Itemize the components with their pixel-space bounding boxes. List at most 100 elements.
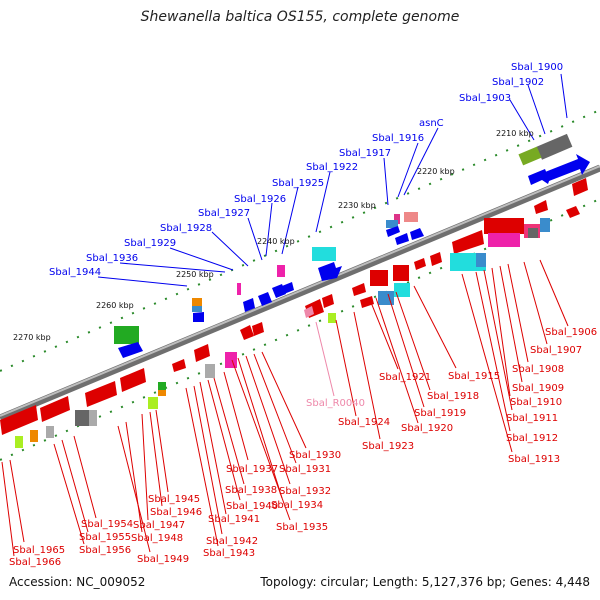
gene-block-sbal-1936a: [192, 298, 202, 306]
leader-lines-forward: [97, 73, 568, 287]
gene-arrow-r9: [452, 230, 484, 254]
gene-label-reverse: Sbal_1954: [81, 519, 133, 530]
gene-block-asnC: [404, 212, 418, 222]
gene-label-forward: Sbal_1925: [272, 178, 324, 189]
gene-arrow-sbal-1919: [410, 228, 424, 240]
gene-label-reverse: Sbal_1941: [208, 514, 260, 525]
gene-label-forward: Sbal_1944: [49, 267, 101, 278]
gene-block-r40: [46, 426, 54, 438]
gene-block-r36: [89, 410, 97, 426]
gene-arrow-sbal-1926: [258, 292, 272, 306]
gene-arrow-r34: [85, 381, 117, 407]
gene-block-sbal-1900: [536, 133, 573, 160]
gene-label-reverse: Sbal_1924: [338, 417, 390, 428]
gene-arrow-r3: [534, 200, 548, 214]
gene-block-r17: [394, 283, 410, 297]
gene-arrow-sbal-1918: [386, 226, 400, 237]
gene-label-reverse: Sbal_1949: [137, 554, 189, 565]
gene-label-reverse: Sbal_1937: [226, 464, 278, 475]
gene-label-reverse: Sbal_1930: [289, 450, 341, 461]
gene-block-r33: [148, 397, 158, 409]
gene-label-forward: Sbal_1927: [198, 208, 250, 219]
gene-block-r8: [488, 233, 520, 247]
gene-label-forward: Sbal_1926: [234, 194, 286, 205]
gene-arrow-r24: [240, 325, 254, 340]
gene-block-r39: [30, 430, 38, 442]
gene-label-reverse: Sbal_1942: [206, 536, 258, 547]
gene-block-r15: [393, 265, 409, 281]
gene-arrow-r38: [0, 405, 38, 435]
gene-label-rna: Sbal_R0040: [306, 398, 365, 409]
gene-label-forward: asnC: [419, 118, 444, 129]
gene-arrow-sbal-1936: [193, 312, 204, 322]
gene-block-r30: [158, 382, 166, 390]
gene-label-forward: Sbal_1903: [459, 93, 511, 104]
gene-block-sbal-1922: [312, 247, 336, 261]
gene-label-forward: Sbal_1929: [124, 238, 176, 249]
tick-label: 2230 kbp: [338, 201, 376, 210]
reverse-genes: [0, 178, 588, 448]
gene-block-r7: [540, 218, 550, 232]
gene-arrow-sbal-1923: [318, 262, 342, 281]
gene-block-sbal-1917: [386, 220, 398, 228]
gene-label-reverse: Sbal_1945: [148, 494, 200, 505]
gene-label-reverse: Sbal_1906: [545, 327, 597, 338]
gene-block-sbal-1902: [518, 146, 542, 166]
gene-label-reverse: Sbal_1938: [225, 485, 277, 496]
gene-label-reverse: Sbal_1965: [13, 545, 65, 556]
leader-lines-reverse: [1, 259, 569, 557]
gene-label-forward: Sbal_1900: [511, 62, 563, 73]
gene-arrow-sbal-1905: [545, 154, 590, 181]
forward-genes: [114, 133, 590, 358]
gene-label-reverse: Sbal_1908: [512, 364, 564, 375]
gene-block-r4: [484, 218, 524, 234]
gene-block-r28: [205, 364, 215, 378]
gene-label-reverse: Sbal_1935: [276, 522, 328, 533]
gene-arrow-r37: [40, 396, 70, 422]
gene-arrow-r21: [322, 294, 334, 308]
position-ticks: 2210 kbp 2220 kbp 2230 kbp 2240 kbp 2250 kbp…: [13, 129, 534, 342]
gene-block-r26: [225, 352, 237, 368]
gene-arrow-sbal-1929: [243, 298, 255, 312]
gene-arrow-r19: [360, 296, 374, 308]
gene-arrow-r22: [304, 306, 314, 318]
gene-labels-reverse: Sbal_1906 Sbal_1907 Sbal_1908 Sbal_1909 Sbal…: [9, 327, 597, 568]
gene-label-reverse: Sbal_1915: [448, 371, 500, 382]
gene-block-sbal-1930: [237, 283, 241, 295]
gene-label-reverse: Sbal_1919: [414, 408, 466, 419]
genome-backbone: [0, 164, 600, 422]
gene-block-r11: [476, 253, 486, 267]
gene-arrow-r29: [172, 359, 186, 372]
strand-guides: [0, 109, 600, 461]
gene-label-reverse: Sbal_1940: [226, 501, 278, 512]
tick-label: 2270 kbp: [13, 333, 51, 342]
gene-label-forward: Sbal_1917: [339, 148, 391, 159]
gene-block-r6: [528, 228, 538, 238]
gene-arrow-r25: [252, 322, 264, 336]
gene-label-reverse: Sbal_1923: [362, 441, 414, 452]
gene-label-reverse: Sbal_1956: [79, 545, 131, 556]
gene-block-r14: [370, 270, 388, 286]
gene-arrow-r12: [430, 252, 442, 266]
topology-text: Topology: circular; Length: 5,127,376 bp…: [260, 575, 590, 589]
tick-label: 2220 kbp: [417, 167, 455, 176]
gene-arrow-r27: [194, 344, 210, 362]
gene-label-reverse: Sbal_1966: [9, 557, 61, 568]
gene-arrow-sbal-1944b: [118, 342, 143, 358]
gene-arrow-sbal-1920: [395, 233, 409, 245]
gene-arrow-r13: [414, 258, 426, 270]
gene-label-reverse: Sbal_1943: [203, 548, 255, 559]
gene-label-reverse: Sbal_1946: [150, 507, 202, 518]
map-title: Shewanella baltica OS155, complete genom…: [140, 9, 460, 25]
gene-block-r23: [328, 313, 336, 323]
gene-block-r31: [158, 390, 166, 396]
gene-arrow-sbal-1928: [282, 282, 294, 294]
gene-label-reverse: Sbal_1907: [530, 345, 582, 356]
gene-label-reverse: Sbal_1920: [401, 423, 453, 434]
gene-label-forward: Sbal_1916: [372, 133, 424, 144]
gene-label-reverse: Sbal_1918: [427, 391, 479, 402]
gene-block-sbal-1916: [394, 214, 400, 224]
gene-arrow-r2: [566, 206, 580, 218]
gene-label-forward: Sbal_1902: [492, 77, 544, 88]
